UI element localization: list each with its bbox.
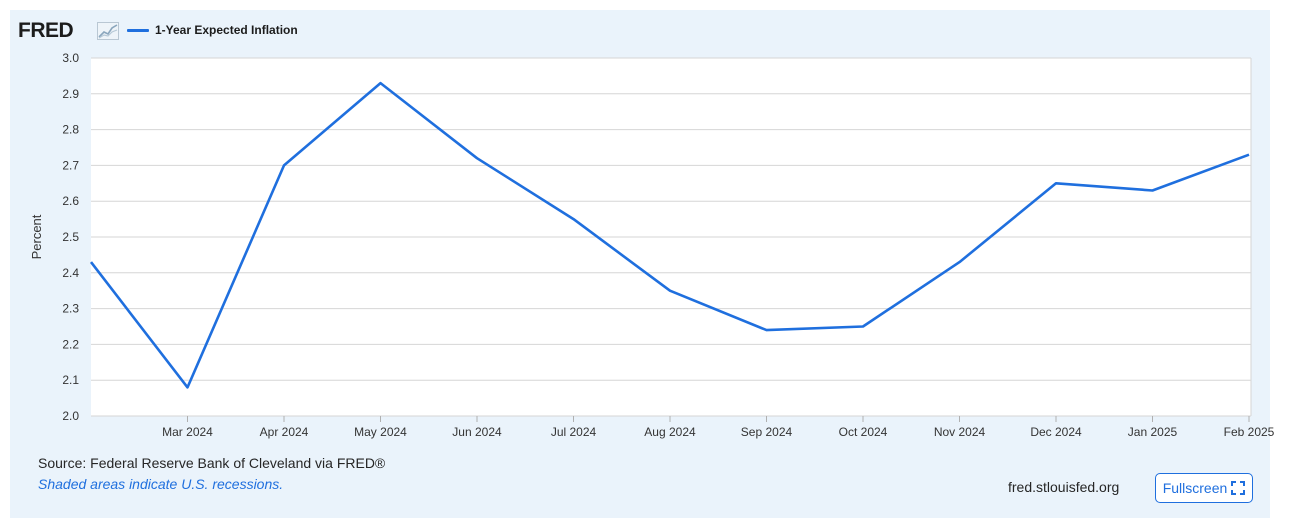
source-text: Source: Federal Reserve Bank of Clevelan… (38, 455, 386, 471)
x-tick-label: Dec 2024 (1030, 425, 1082, 439)
x-tick-label: Sep 2024 (741, 425, 793, 439)
y-tick-label: 2.0 (62, 409, 79, 423)
y-tick-label: 2.5 (62, 230, 79, 244)
x-tick-label: Apr 2024 (260, 425, 309, 439)
y-tick-label: 2.7 (62, 158, 79, 172)
y-tick-label: 2.3 (62, 302, 79, 316)
x-tick-label: Oct 2024 (839, 425, 888, 439)
expand-icon (1231, 481, 1246, 495)
x-tick-label: Jul 2024 (551, 425, 597, 439)
fullscreen-label: Fullscreen (1162, 480, 1228, 496)
line-graph-icon (97, 22, 119, 40)
y-tick-label: 2.4 (62, 266, 79, 280)
y-tick-label: 2.1 (62, 373, 79, 387)
x-tick-label: Feb 2025 (1224, 425, 1275, 439)
x-tick-label: Nov 2024 (934, 425, 986, 439)
x-tick-label: Jun 2024 (452, 425, 502, 439)
y-tick-label: 2.6 (62, 194, 79, 208)
y-tick-label: 2.2 (62, 337, 79, 351)
site-link[interactable]: fred.stlouisfed.org (1008, 479, 1120, 495)
x-tick-label: May 2024 (354, 425, 407, 439)
series-line[interactable] (89, 81, 1250, 389)
chart-legend: 1-Year Expected Inflation (127, 21, 298, 39)
x-tick-label: Jan 2025 (1128, 425, 1178, 439)
fullscreen-button[interactable]: Fullscreen (1155, 473, 1253, 503)
fred-logo[interactable]: FRED (18, 19, 74, 42)
y-tick-label: 2.9 (62, 87, 79, 101)
x-tick-label: Mar 2024 (162, 425, 213, 439)
y-tick-label: 2.8 (62, 123, 79, 137)
legend-swatch (127, 28, 149, 32)
legend-label: 1-Year Expected Inflation (155, 23, 298, 37)
recession-note: Shaded areas indicate U.S. recessions. (38, 476, 284, 492)
y-tick-label: 3.0 (62, 51, 79, 65)
y-axis-label: Percent (29, 214, 44, 259)
x-tick-label: Aug 2024 (644, 425, 696, 439)
